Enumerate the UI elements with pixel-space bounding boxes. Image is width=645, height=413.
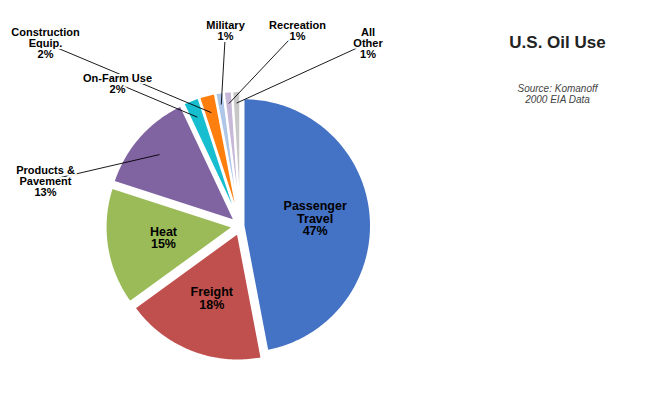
svg-text:AllOther1%: AllOther1%	[353, 26, 383, 60]
html-text:U.S. Oil Use: U.S. Oil Use	[509, 33, 606, 52]
svg-text:Freight18%: Freight18%	[191, 285, 234, 312]
svg-text:Products &Pavement13%: Products &Pavement13%	[16, 164, 75, 198]
svg-text:ConstructionEquip.2%: ConstructionEquip.2%	[11, 26, 80, 60]
svg-text:Military1%: Military1%	[206, 19, 245, 42]
html-text:Source: Komanoff 2000 EIA Data: Source: Komanoff 2000 EIA Data	[517, 83, 598, 105]
svg-text:Recreation1%: Recreation1%	[269, 19, 326, 42]
svg-text:PassengerTravel47%: PassengerTravel47%	[284, 199, 347, 238]
svg-text:Heat15%: Heat15%	[150, 225, 178, 252]
svg-text:On-Farm Use2%: On-Farm Use2%	[83, 72, 152, 95]
